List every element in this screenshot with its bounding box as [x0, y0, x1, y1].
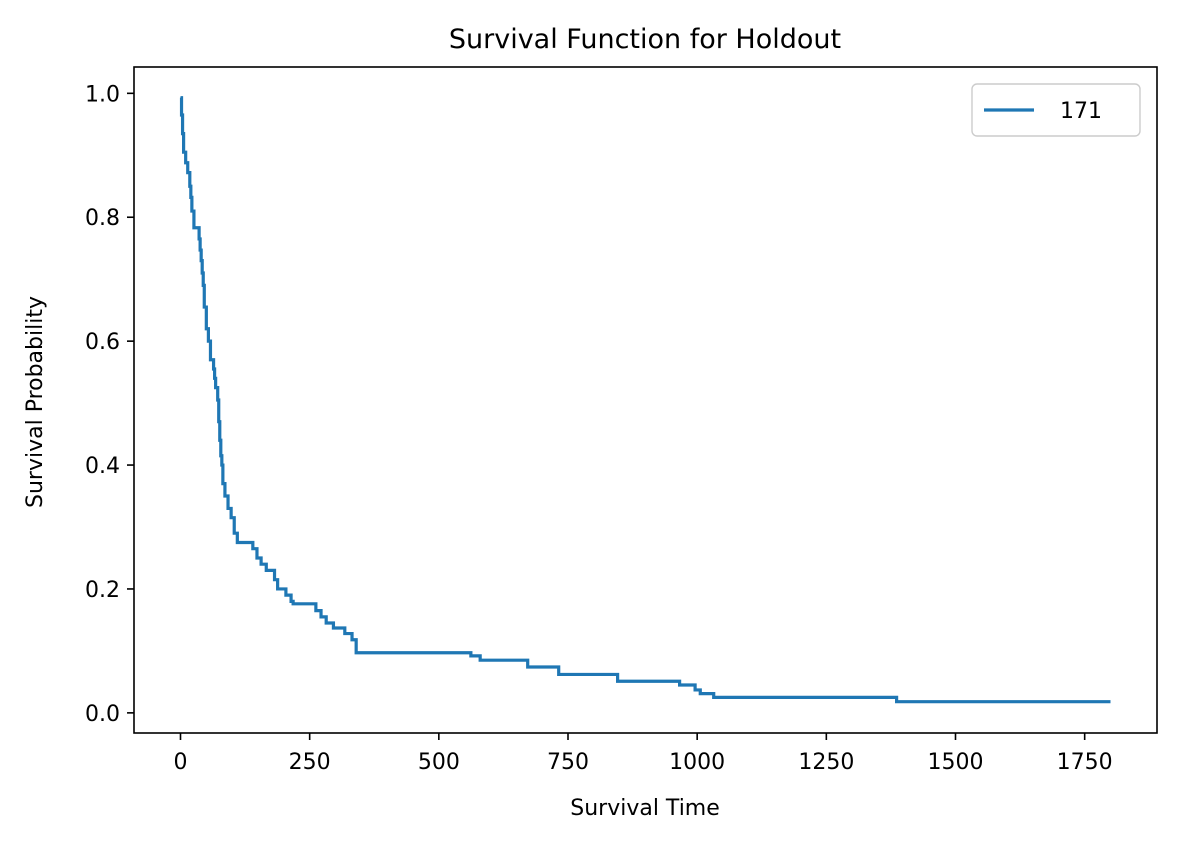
y-tick-label: 0.2 [85, 578, 120, 603]
legend: 171 [971, 83, 1141, 137]
x-tick-label: 250 [289, 750, 331, 775]
x-tick-label: 1500 [928, 750, 984, 775]
x-tick-label: 500 [418, 750, 460, 775]
series-layer [179, 96, 1111, 704]
x-axis-label: Survival Time [570, 796, 720, 821]
x-tick-label: 750 [547, 750, 589, 775]
chart-title: Survival Function for Holdout [449, 24, 841, 55]
y-tick-label: 1.0 [85, 82, 120, 107]
y-axis-ticks: 0.0 0.2 0.4 0.6 0.8 1.0 [85, 82, 134, 727]
y-tick-label: 0.8 [85, 206, 120, 231]
x-tick-label: 1750 [1057, 750, 1113, 775]
x-axis-ticks: 0 250 500 750 1000 1250 1500 1750 [174, 733, 1113, 775]
y-tick-label: 0.0 [85, 702, 120, 727]
y-tick-label: 0.4 [85, 454, 120, 479]
x-tick-label: 0 [174, 750, 188, 775]
x-tick-label: 1000 [669, 750, 725, 775]
y-tick-label: 0.6 [85, 330, 120, 355]
plot-area-frame [133, 66, 1158, 734]
y-axis-label: Survival Probability [23, 296, 48, 508]
legend-box [971, 83, 1141, 137]
x-tick-label: 1250 [798, 750, 854, 775]
series-line-171 [179, 96, 1111, 704]
legend-label: 171 [1060, 99, 1102, 124]
